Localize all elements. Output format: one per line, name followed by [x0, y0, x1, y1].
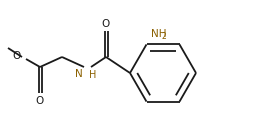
Text: H: H	[88, 70, 96, 81]
Text: O: O	[13, 51, 21, 61]
Text: NH: NH	[151, 29, 167, 39]
Text: 2: 2	[162, 32, 167, 41]
Text: O: O	[102, 19, 110, 29]
Text: N: N	[75, 69, 83, 79]
Text: O: O	[36, 96, 44, 106]
